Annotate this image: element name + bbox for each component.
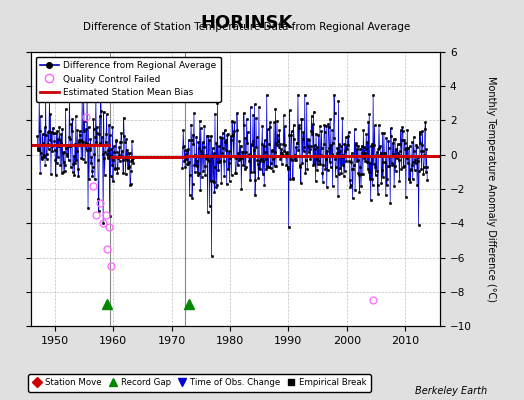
Text: Berkeley Earth: Berkeley Earth [415, 386, 487, 396]
Text: Difference of Station Temperature Data from Regional Average: Difference of Station Temperature Data f… [83, 22, 410, 32]
Legend: Station Move, Record Gap, Time of Obs. Change, Empirical Break: Station Move, Record Gap, Time of Obs. C… [28, 374, 371, 392]
Y-axis label: Monthly Temperature Anomaly Difference (°C): Monthly Temperature Anomaly Difference (… [486, 76, 496, 302]
Text: HORINSK: HORINSK [200, 14, 292, 32]
Legend: Difference from Regional Average, Quality Control Failed, Estimated Station Mean: Difference from Regional Average, Qualit… [36, 56, 221, 102]
